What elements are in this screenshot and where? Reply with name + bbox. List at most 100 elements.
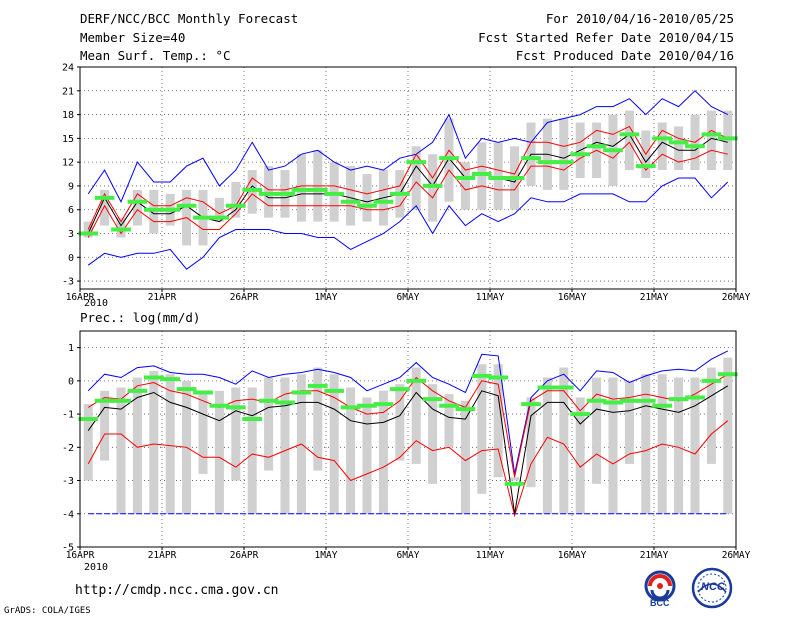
precip-title: Prec.: log(mm/d) xyxy=(80,310,201,325)
spread-box xyxy=(132,189,142,226)
fcst-produced-date: Fcst Produced Date 2010/04/16 xyxy=(515,48,734,63)
spread-box xyxy=(624,110,634,171)
spread-box xyxy=(264,377,274,471)
bcc-logo-text: BCC xyxy=(650,598,670,608)
y-tick-label: 9 xyxy=(68,181,74,192)
spread-box xyxy=(510,477,520,481)
x-tick-label: 21MAY xyxy=(640,550,669,561)
forecast-period: For 2010/04/16-2010/05/25 xyxy=(545,11,734,26)
x-tick-label: 1MAY xyxy=(315,292,338,303)
spread-box xyxy=(559,118,569,190)
spread-box xyxy=(460,400,470,514)
spread-box xyxy=(149,370,159,514)
x-tick-label: 21APR xyxy=(148,292,177,303)
spread-box xyxy=(231,181,241,218)
spread-box xyxy=(559,367,569,514)
ncc-logo-text: NCC xyxy=(701,581,725,593)
spread-box xyxy=(723,357,733,514)
x-tick-label: 26MAY xyxy=(722,550,751,561)
x-tick-label: 21MAY xyxy=(640,292,669,303)
spread-box xyxy=(165,374,175,514)
x-tick-label: 21APR xyxy=(148,550,177,561)
variable-label: Mean Surf. Temp.: °C xyxy=(80,48,231,63)
chart-title: DERF/NCC/BCC Monthly Forecast xyxy=(80,11,299,26)
y-tick-label: -5 xyxy=(62,543,74,554)
max-line xyxy=(87,90,729,203)
x-tick-label: 11MAY xyxy=(476,550,505,561)
x-tick-label: 26MAY xyxy=(722,292,751,303)
spread-box xyxy=(247,387,257,514)
y-tick-label: 6 xyxy=(68,205,74,216)
source-url[interactable]: http://cmdp.ncc.cma.gov.cn xyxy=(75,583,279,598)
y-tick-label: 0 xyxy=(68,253,74,264)
min-line xyxy=(87,177,729,270)
lower-spread-line xyxy=(87,420,729,518)
spread-box xyxy=(428,384,438,484)
x-tick-label: 26APR xyxy=(230,550,259,561)
spread-box xyxy=(100,390,110,461)
spread-box xyxy=(411,367,421,464)
mean-line xyxy=(87,133,728,234)
fcst-started-date: Fcst Started Refer Date 2010/04/15 xyxy=(478,30,734,45)
plot-frame xyxy=(79,330,737,548)
y-tick-label: 18 xyxy=(62,110,74,121)
x-tick-label: 6MAY xyxy=(397,550,420,561)
spread-box xyxy=(100,189,110,226)
spread-box xyxy=(690,377,700,514)
member-size: Member Size=40 xyxy=(80,30,186,45)
x-tick-label: 16MAY xyxy=(558,292,587,303)
y-tick-label: 21 xyxy=(62,86,74,97)
temperature-panel: 16APR 21APR 26APR 1MAY 6MAY 11MAY 16MAY 21MAY 26… xyxy=(62,63,751,304)
max-line xyxy=(87,350,729,475)
x-tick-label: 16APR xyxy=(66,292,95,303)
spread-box xyxy=(460,162,470,210)
spread-box xyxy=(214,390,224,514)
spread-box xyxy=(83,404,93,481)
precipitation-panel: 16APR 21APR 26APR 1MAY 6MAY 11MAY 16MAY 21MAY 26… xyxy=(62,330,751,561)
y-tick-label: 24 xyxy=(62,63,74,74)
spread-box xyxy=(575,397,585,514)
y-tick-label: -1 xyxy=(62,410,74,421)
spread-box xyxy=(608,377,618,514)
y-tick-label: 3 xyxy=(68,229,74,240)
spread-box xyxy=(346,166,356,226)
spread-box xyxy=(346,387,356,514)
spread-box xyxy=(362,174,372,222)
spread-box xyxy=(657,122,667,171)
spread-box xyxy=(411,146,421,210)
plot-frame xyxy=(79,66,737,290)
x-tick-label: 1MAY xyxy=(315,550,338,561)
spread-box xyxy=(83,221,93,238)
spread-box xyxy=(198,390,208,474)
spread-box xyxy=(542,377,552,514)
spread-box xyxy=(477,364,487,494)
spread-box xyxy=(674,126,684,171)
y-tick-label: -4 xyxy=(62,509,74,520)
spread-box xyxy=(329,374,339,514)
year-label-bottom: 2010 xyxy=(84,562,109,573)
spread-box xyxy=(526,397,536,488)
y-tick-label: -3 xyxy=(62,476,74,487)
spread-box xyxy=(231,387,241,481)
y-tick-label: 0 xyxy=(68,376,74,387)
spread-box xyxy=(132,377,142,514)
x-tick-label: 16MAY xyxy=(558,550,587,561)
bcc-logo: BCC xyxy=(640,568,680,610)
spread-box xyxy=(116,387,126,514)
y-tick-label: 12 xyxy=(62,158,74,169)
spread-box xyxy=(280,377,290,514)
spread-box xyxy=(362,397,372,514)
year-label-top: 2010 xyxy=(84,298,109,309)
x-tick-label: 16APR xyxy=(66,550,95,561)
mean-line xyxy=(87,385,729,514)
x-tick-label: 6MAY xyxy=(397,292,420,303)
spread-box xyxy=(706,110,716,171)
grads-credit: GrADS: COLA/IGES xyxy=(4,606,91,616)
spread-box xyxy=(674,377,684,514)
spread-box xyxy=(313,367,323,471)
ncc-logo: NCC xyxy=(690,566,734,610)
x-tick-label: 26APR xyxy=(230,292,259,303)
y-tick-label: -3 xyxy=(62,277,74,288)
spread-box xyxy=(378,390,388,514)
spread-box xyxy=(444,394,454,448)
